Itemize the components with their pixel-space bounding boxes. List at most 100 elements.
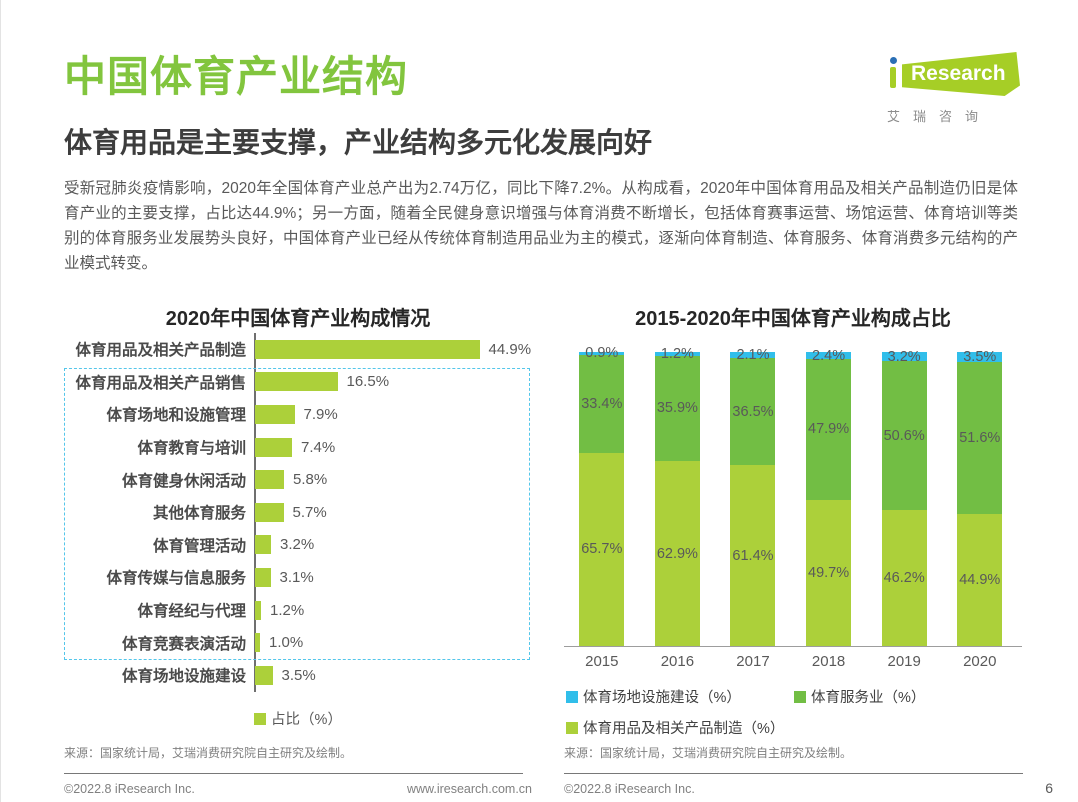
bar-value-label: 1.0% <box>269 634 304 652</box>
legend-label: 占比（%） <box>271 712 342 728</box>
bar <box>255 567 271 587</box>
legend-label: 体育场地设施建设（%） <box>583 690 741 706</box>
bar-category-label: 体育竞赛表演活动 <box>121 635 246 653</box>
bar-category-label: 体育健身休闲活动 <box>121 472 246 490</box>
bar <box>255 404 295 424</box>
legend-label: 体育用品及相关产品制造（%） <box>583 721 785 737</box>
segment-value-label: 35.9% <box>656 400 698 417</box>
segment-value-label: 3.2% <box>887 348 921 365</box>
copyright-left: ©2022.8 iResearch Inc. <box>64 782 195 796</box>
segment-value-label: 36.5% <box>732 403 774 420</box>
bar-category-label: 体育教育与培训 <box>137 440 246 458</box>
bar <box>255 437 292 457</box>
chart-composition-2020: 2020年中国体育产业构成情况 体育用品及相关产品制造 44.9% 体育用品及相关产… <box>64 300 532 740</box>
logo-subtext: 艾瑞咨询 <box>887 109 992 124</box>
stacked-bar-slot: 44.9% 51.6% 3.5% <box>942 349 1018 646</box>
iresearch-logo-mark: Research <box>887 50 1027 98</box>
stacked-bar: 44.9% 51.6% 3.5% <box>957 349 1003 646</box>
bar-segment <box>881 361 927 511</box>
bar-value-label: 7.4% <box>301 438 336 456</box>
segment-value-label: 33.4% <box>581 395 623 412</box>
year-label: 2019 <box>887 653 921 670</box>
page-subtitle: 体育用品是主要支撑，产业结构多元化发展向好 <box>64 127 653 158</box>
bar-segment <box>579 352 625 355</box>
segment-value-label: 47.9% <box>808 421 850 438</box>
legend-item: 体育服务业（%） <box>794 686 925 707</box>
bar-category-label: 其他体育服务 <box>152 505 246 523</box>
logo-brand-text: Research <box>911 62 1006 85</box>
legend-swatch <box>566 690 578 703</box>
bar-row: 体育竞赛表演活动 1.0% <box>64 626 532 659</box>
bar-value-label: 3.5% <box>281 666 316 684</box>
legend-right: 体育场地设施建设（%） 体育服务业（%） 体育用品及相关产品制造（%） <box>566 686 925 738</box>
footer-divider-right <box>564 773 1023 774</box>
segment-value-label: 49.7% <box>808 564 850 581</box>
bar-row: 体育管理活动 3.2% <box>64 529 532 562</box>
bar-segment <box>730 352 776 359</box>
legend-item: 占比（%） <box>254 708 342 729</box>
stacked-bar: 62.9% 35.9% 1.2% <box>654 346 700 646</box>
bar-row: 其他体育服务 5.7% <box>64 496 532 529</box>
bar-value-label: 5.7% <box>292 503 327 521</box>
stacked-bar: 61.4% 36.5% 2.1% <box>730 347 776 646</box>
bar-value-label: 16.5% <box>346 373 390 391</box>
bar <box>255 339 480 359</box>
page-number: 6 <box>1045 780 1053 796</box>
bar-segment <box>957 352 1003 363</box>
segment-value-label: 51.6% <box>959 430 1001 447</box>
bar-segment <box>730 465 776 646</box>
bar-rows: 体育用品及相关产品制造 44.9% 体育用品及相关产品销售 16.5% 体育场地和设施管… <box>64 333 532 692</box>
stacked-bar-slot: 65.7% 33.4% 0.9% <box>564 345 640 646</box>
stacked-bar: 49.7% 47.9% 2.4% <box>806 348 852 646</box>
intro-paragraph: 受新冠肺炎疫情影响，2020年全国体育产业总产出为2.74万亿，同比下降7.2%… <box>64 180 1018 272</box>
stacked-bar-slot: 62.9% 35.9% 1.2% <box>640 346 716 646</box>
bar-row: 体育传媒与信息服务 3.1% <box>64 561 532 594</box>
footer-divider-left <box>64 773 523 774</box>
segment-value-label: 1.2% <box>660 345 694 362</box>
bar-value-label: 3.1% <box>279 568 314 586</box>
page-title: 中国体育产业结构 <box>64 53 409 100</box>
bar-category-label: 体育场地和设施管理 <box>106 407 246 425</box>
stacked-bar-slot: 46.2% 50.6% 3.2% <box>866 348 942 646</box>
segment-value-label: 2.1% <box>736 347 770 364</box>
bar-segment <box>806 499 852 646</box>
bar <box>255 665 273 685</box>
bar-segment <box>654 461 700 646</box>
stacked-bar: 65.7% 33.4% 0.9% <box>579 345 625 646</box>
source-note-right: 来源：国家统计局，艾瑞消费研究院自主研究及绘制。 <box>564 746 853 760</box>
legend-swatch <box>254 712 267 725</box>
bar <box>255 502 284 522</box>
bar-segment <box>806 352 852 360</box>
legend-item: 体育用品及相关产品制造（%） <box>566 717 794 738</box>
bar-segment <box>957 362 1003 514</box>
bar-segment <box>654 355 700 462</box>
bar-value-label: 5.8% <box>293 471 328 489</box>
bar-segment <box>957 514 1003 646</box>
bar-segment <box>654 352 700 356</box>
bar-value-label: 1.2% <box>270 601 305 619</box>
chart-title-right: 2015-2020年中国体育产业构成占比 <box>635 308 951 330</box>
bar-category-label: 体育经纪与代理 <box>137 603 246 621</box>
bar-value-label: 7.9% <box>303 405 338 423</box>
bar-row: 体育用品及相关产品销售 16.5% <box>64 366 532 399</box>
bar-category-label: 体育传媒与信息服务 <box>106 570 246 588</box>
bar-row: 体育经纪与代理 1.2% <box>64 594 532 627</box>
x-axis-line <box>564 646 1022 647</box>
bar-row: 体育场地和设施管理 7.9% <box>64 398 532 431</box>
bar-segment <box>806 359 852 500</box>
stacked-bar-slot: 61.4% 36.5% 2.1% <box>715 347 791 646</box>
legend-left: 占比（%） <box>64 708 532 729</box>
bar <box>255 535 271 555</box>
copyright-right: ©2022.8 iResearch Inc. <box>564 782 695 796</box>
legend-item: 体育场地设施建设（%） <box>566 686 794 707</box>
stacked-bar-slot: 49.7% 47.9% 2.4% <box>791 348 867 646</box>
year-label: 2018 <box>811 653 846 670</box>
legend-label: 体育服务业（%） <box>811 690 926 706</box>
bar-value-label: 3.2% <box>280 536 315 554</box>
segment-value-label: 65.7% <box>581 541 623 558</box>
bar <box>255 633 260 653</box>
bar-segment <box>730 358 776 466</box>
bar-segment <box>881 352 927 362</box>
legend-swatch <box>566 721 578 734</box>
bar-category-label: 体育管理活动 <box>152 537 246 555</box>
